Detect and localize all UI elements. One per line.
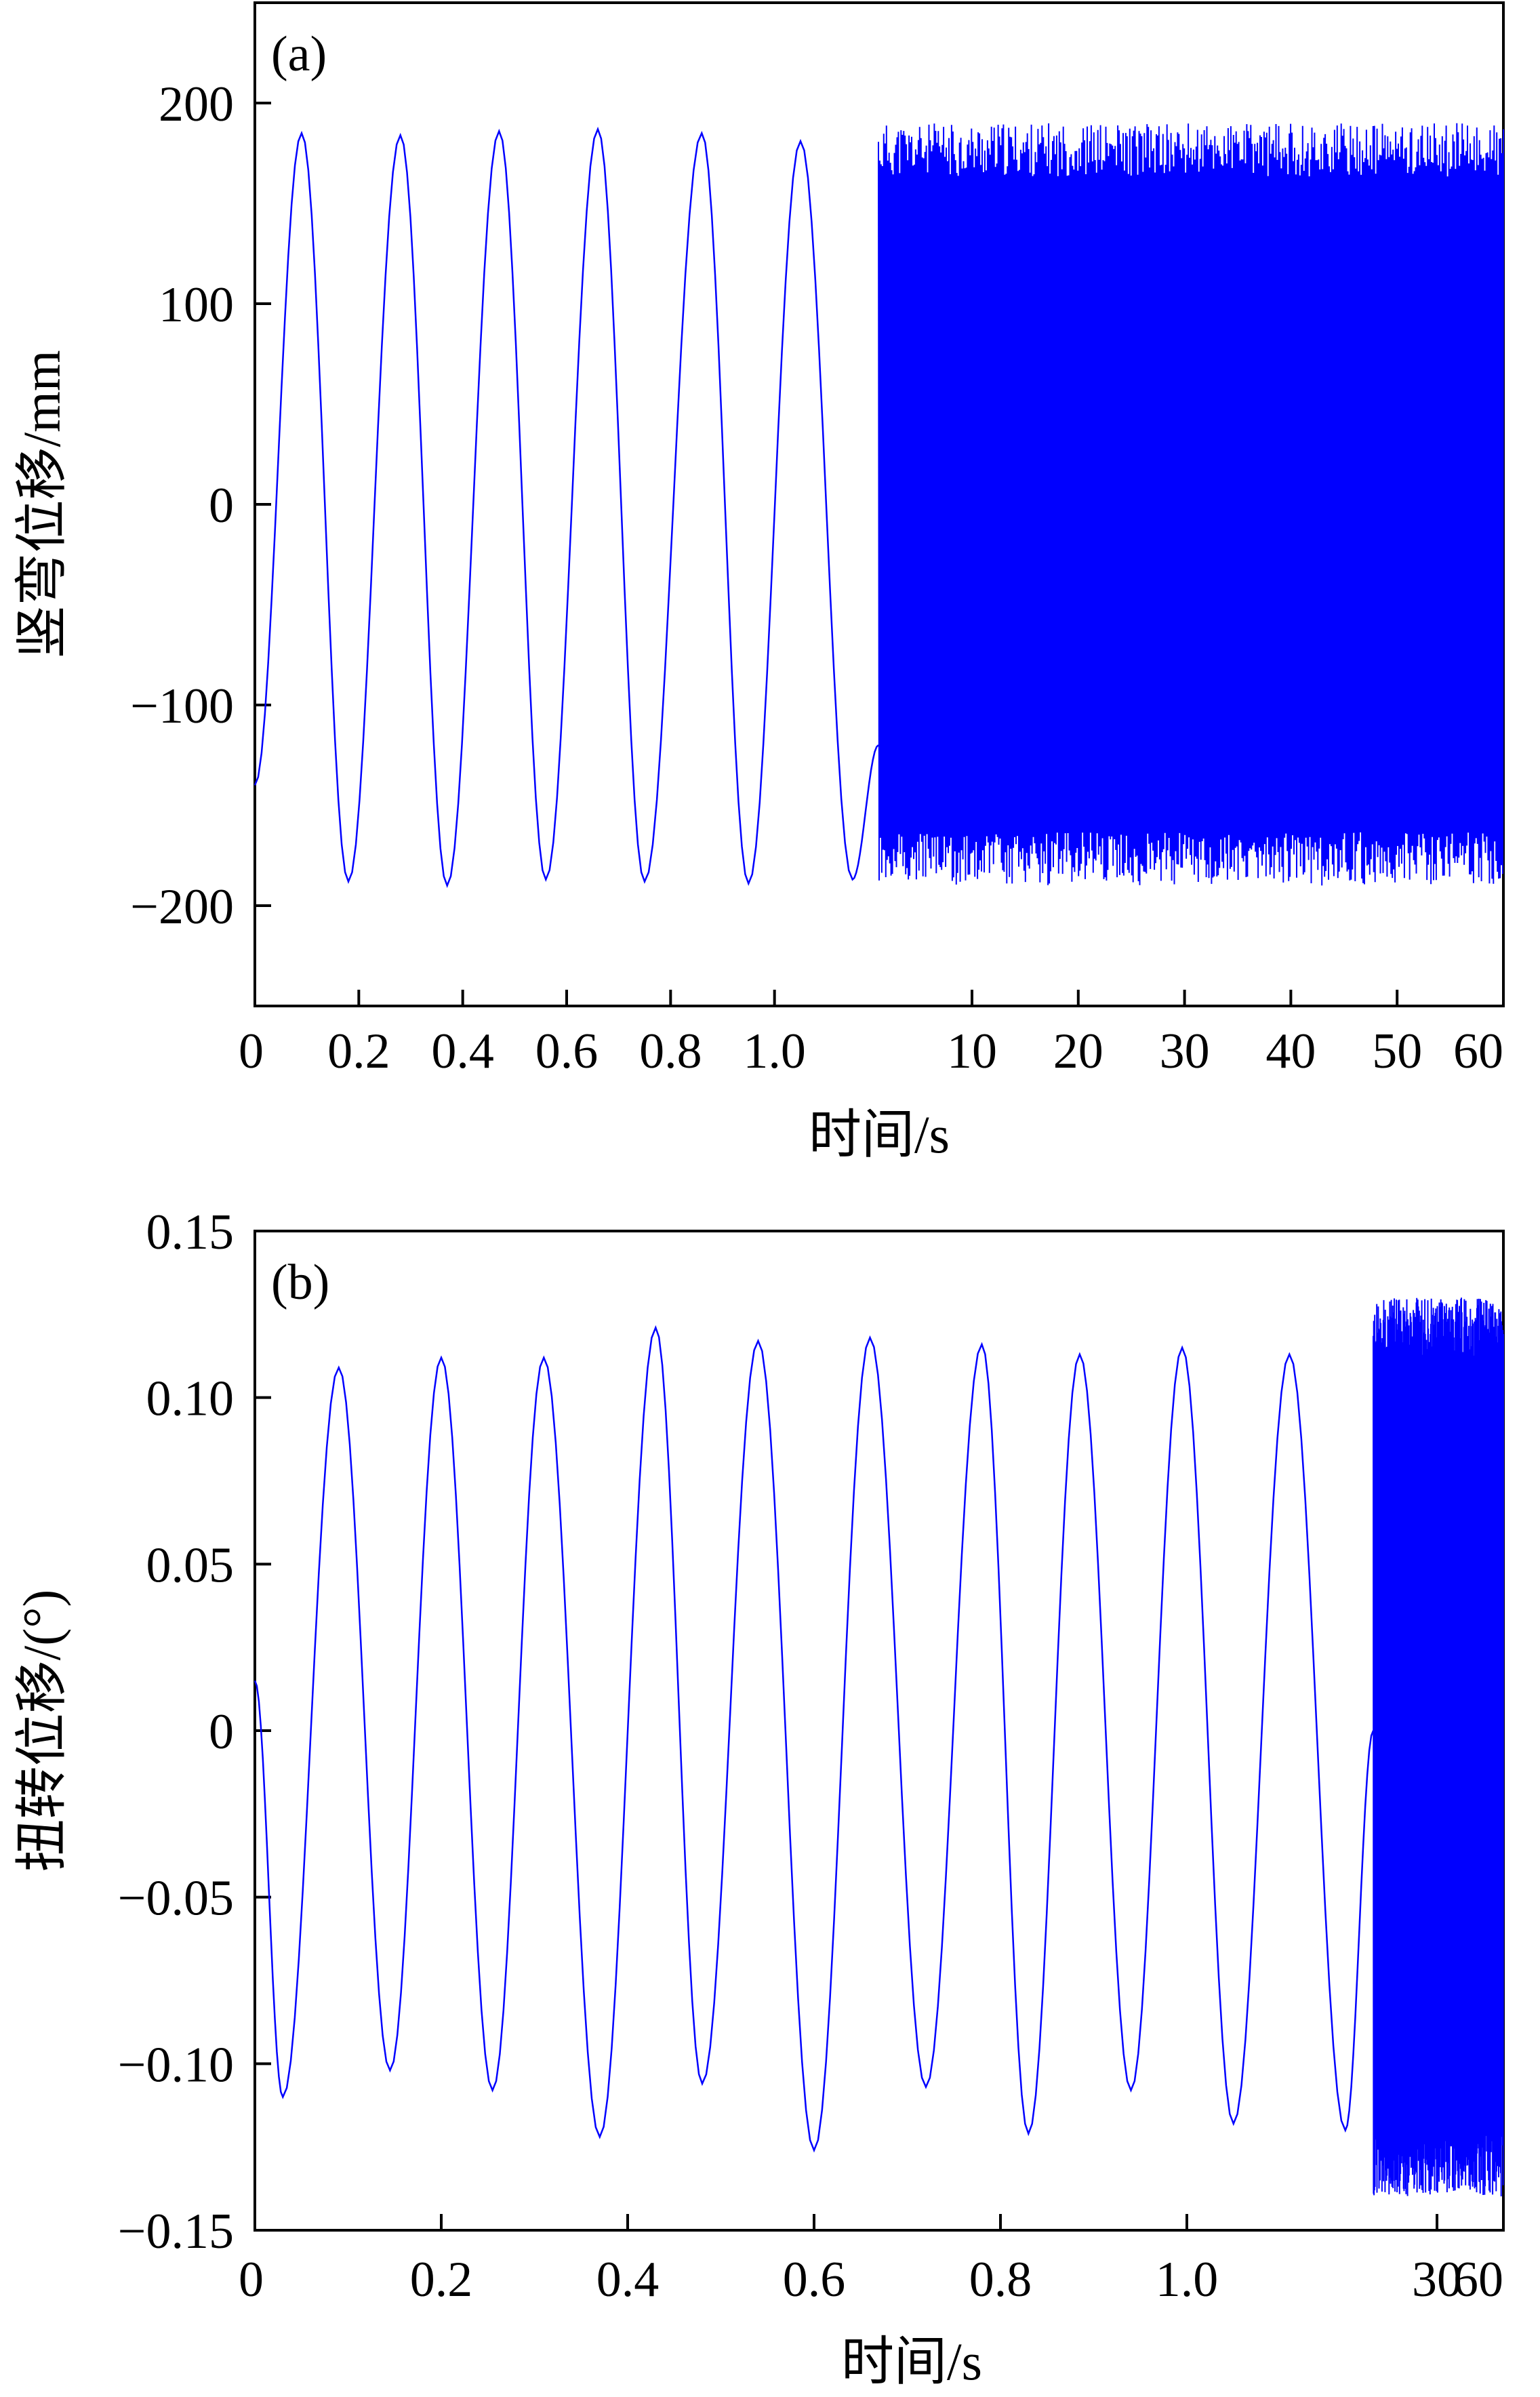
panel-a-x-axis-title: 时间/s (809, 1105, 950, 1164)
panel-a-x-tick-label: 0.6 (535, 1024, 599, 1079)
panel-b-response-line (254, 1325, 1375, 2153)
panel-b: 0.150.100.050−0.05−0.10−0.150 0.2 0.4 0.6 0.… (12, 1205, 1505, 2391)
panel-a-x-tick-label: 1.0 (743, 1024, 806, 1079)
panel-a-x-tick-label: 10 (947, 1024, 997, 1079)
panel-a-x-tick-label: 50 (1372, 1024, 1422, 1079)
panel-a-label: (a) (271, 26, 327, 82)
panel-a-y-tick-label: −200 (130, 879, 234, 935)
panel-a-y-axis-title: 竖弯位移/mm (12, 350, 71, 658)
panel-a-x-tick-label: 40 (1265, 1024, 1316, 1079)
panel-a-x-tick-label: 0.4 (431, 1024, 494, 1079)
panel-a-y-tick-label: 200 (159, 77, 234, 132)
panel-b-x-tick-label: 0 (239, 2252, 264, 2308)
panel-b-y-tick-label: −0.10 (118, 2037, 234, 2093)
panel-b-x-tick-label: 1.0 (1156, 2252, 1219, 2308)
panel-a-y-tick-label: 100 (159, 277, 234, 333)
panel-a-y-tick-label: 0 (209, 478, 234, 533)
panel-a-x-tick-label: 30 (1160, 1024, 1210, 1079)
panel-b-x-tick-label: 0.2 (410, 2252, 473, 2308)
panel-b-x-tick-label: 60 (1453, 2252, 1503, 2308)
panel-a-x-tick-label: 0.8 (639, 1024, 702, 1079)
panel-b-x-tick-label: 0.6 (783, 2252, 846, 2308)
panel-b-y-tick-label: 0.10 (146, 1371, 235, 1427)
panel-b-x-tick-label: 0.4 (596, 2252, 660, 2308)
panel-a: 200 100 0 −100 −200 0 0.2 0.4 0.6 0.8 1.0 10 20 30 40 5… (12, 1, 1505, 1164)
panel-a-x-tick-label: 0.2 (327, 1024, 390, 1079)
panel-b-y-tick-label: 0 (209, 1704, 234, 1760)
panel-b-x-axis-title: 时间/s (841, 2332, 982, 2391)
panel-a-y-tick-label: −100 (130, 679, 234, 734)
panel-b-y-tick-label: −0.15 (118, 2204, 234, 2259)
panel-b-y-tick-label: 0.05 (146, 1537, 235, 1593)
panel-a-x-tick-label: 20 (1053, 1024, 1103, 1079)
panel-a-x-tick-label: 0 (239, 1024, 264, 1079)
panel-b-label: (b) (271, 1255, 329, 1310)
panel-b-marks: 0.150.100.050−0.05−0.10−0.150 0.2 0.4 0.6 0.… (118, 1205, 1505, 2308)
panel-b-dense-response (1373, 1297, 1504, 2197)
panel-a-dense-response (878, 123, 1504, 886)
panel-b-y-axis-title: 扭转位移/(°) (12, 1590, 71, 1872)
panel-b-y-tick-label: 0.15 (146, 1205, 235, 1260)
panel-b-y-tick-label: −0.05 (118, 1871, 234, 1927)
panel-a-response-line (254, 126, 879, 888)
panel-a-x-tick-label: 60 (1453, 1024, 1503, 1079)
panel-b-x-tick-label: 30 (1412, 2252, 1462, 2308)
panel-b-x-tick-label: 0.8 (969, 2252, 1032, 2308)
panel-a-marks: 200 100 0 −100 −200 0 0.2 0.4 0.6 0.8 1.0 10 20 30 40 5… (130, 77, 1505, 1079)
